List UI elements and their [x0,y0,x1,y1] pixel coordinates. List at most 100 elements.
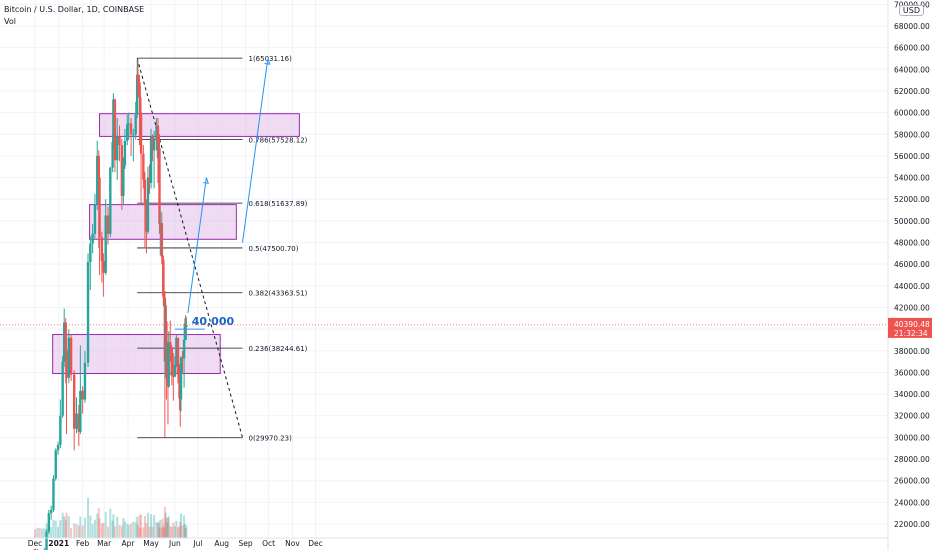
candle-body [56,444,60,451]
volume-bar [181,525,184,538]
volume-bar [112,514,115,538]
volume-bar [155,522,158,538]
x-tick-label: Oct [262,539,275,548]
candle-body [173,364,177,377]
volume-bar [67,516,70,538]
fib-label: 0.382(43363.51) [248,290,307,298]
x-tick-label: Nov [285,539,300,548]
candle-body [69,337,73,375]
candle-body [170,347,173,376]
x-tick-label: Feb [76,539,90,548]
candle-body [175,337,178,365]
zone-rect [52,334,221,375]
volume-bar [34,529,36,538]
candle-body [63,322,66,362]
candle-body [96,155,99,205]
volume-bar [184,528,187,538]
volume-bar [132,521,135,538]
volume-bar [164,512,167,538]
volume-bar [145,523,148,538]
y-tick-label: 32000.00 [894,412,930,421]
volume-bar [107,526,110,538]
volume-bar [54,520,57,538]
volume-bar [157,522,160,538]
y-tick-label: 70000.00 [894,0,930,9]
candle-body [156,125,160,159]
x-tick-label: Jun [168,539,181,548]
volume-bar [70,528,73,538]
volume-bar [140,514,143,538]
candle-body [98,177,101,238]
candle-body [106,215,110,234]
volume-bar [123,521,126,538]
volume-bar [81,525,84,538]
volume-bar [130,523,133,538]
volume-bar [153,515,156,538]
candle-body [165,321,168,359]
candle-body [54,450,57,479]
volume-bar [142,527,145,538]
candle-body [77,413,81,432]
y-tick-label: 64000.00 [894,65,930,74]
y-tick-label: 66000.00 [894,44,930,53]
volume-label: Vol [4,17,16,26]
fib-label: 0(29970.23) [248,435,292,443]
candle-body [185,324,188,327]
candle-body [111,141,114,168]
candle-body [89,243,92,263]
volume-bar [151,526,154,538]
volume-bar [97,508,100,538]
x-tick-label: Dec [308,539,323,548]
candle-body [158,148,161,225]
candle-body [91,233,94,244]
volume-bar [59,520,62,538]
fib-retracement: 1(65031.16) 0.786(57528.12) 0.618(51637.89… [137,55,308,443]
volume-bar [120,525,123,538]
volume-bar [138,515,141,538]
candle-body [67,337,71,378]
candle-body [116,136,119,161]
volume-bar [136,516,139,538]
fib-label: 0.618(51637.89) [248,200,307,208]
volume-bar [118,525,121,538]
candle-body [102,260,105,273]
candle-body [33,548,37,550]
arrow-head [264,58,271,65]
candle-body [123,140,127,166]
fib-label: 0.5(47500.70) [248,245,298,253]
candle-body [183,323,187,340]
candle-body [49,509,53,514]
y-tick-label: 42000.00 [894,303,930,312]
x-tick-label: Dec [28,539,43,548]
candle-body [167,342,170,387]
volume-bar [169,525,172,538]
candle-body [72,374,76,429]
candle-body [104,215,107,273]
countdown-label: 21:32:34 [894,329,928,338]
time-axis[interactable]: Dec 2021 Feb Mar Apr May Jun Jul Aug Sep Oct Nov Dec [0,537,888,548]
candle-body [93,204,97,234]
volume-bar [36,527,39,538]
volume-bar [100,523,103,538]
volume-bar [178,526,181,538]
volume-bar [73,523,76,538]
candles [33,59,188,550]
candle-body [109,167,112,234]
x-tick-label: May [143,539,159,548]
candle-body [64,322,67,350]
x-tick-label: Jul [192,539,202,548]
projection-arrow [241,58,269,243]
candle-body [138,82,141,98]
currency-button[interactable]: USD [898,5,924,16]
volume-bar [180,513,183,538]
volume-bar [148,526,151,538]
y-tick-label: 46000.00 [894,260,930,269]
candle-body [113,99,117,161]
y-tick-label: 54000.00 [894,174,930,183]
candle-body [160,223,164,257]
candle-body [182,339,186,359]
candle-body [181,357,184,359]
volume-bar [79,516,82,538]
